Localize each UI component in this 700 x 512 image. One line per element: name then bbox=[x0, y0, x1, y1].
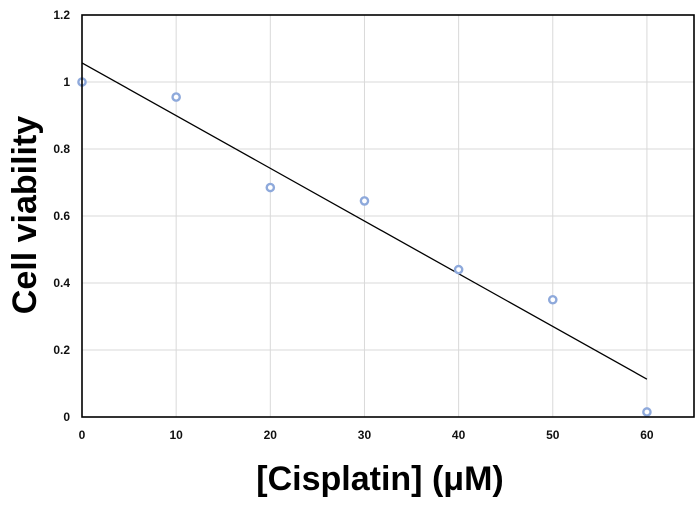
data-point bbox=[359, 196, 370, 206]
x-tick-label: 20 bbox=[264, 428, 278, 442]
x-tick-label: 10 bbox=[169, 428, 183, 442]
data-point bbox=[453, 264, 464, 275]
data-points bbox=[77, 77, 652, 417]
gridlines bbox=[82, 15, 694, 417]
x-tick-label: 40 bbox=[452, 428, 466, 442]
plot-frame bbox=[81, 14, 695, 418]
x-tick-label: 60 bbox=[640, 428, 654, 442]
y-tick-label: 0.2 bbox=[53, 343, 70, 357]
x-tick-label: 30 bbox=[358, 428, 372, 442]
y-tick-label: 0.6 bbox=[53, 209, 70, 223]
y-tick-label: 0 bbox=[63, 410, 70, 424]
data-point bbox=[171, 92, 181, 102]
x-axis-title: [Cisplatin] (μM) bbox=[256, 460, 503, 498]
y-axis-ticks: 0 0.2 0.4 0.6 0.8 1 1.2 bbox=[53, 8, 70, 424]
x-axis-ticks: 0 10 20 30 40 50 60 bbox=[79, 428, 654, 442]
y-tick-label: 1 bbox=[63, 75, 70, 89]
trendline-layer bbox=[81, 62, 648, 380]
x-tick-label: 50 bbox=[546, 428, 560, 442]
linear-trendline bbox=[81, 62, 648, 380]
y-tick-label: 1.2 bbox=[53, 8, 70, 22]
y-tick-label: 0.4 bbox=[53, 276, 70, 290]
x-tick-label: 0 bbox=[79, 428, 86, 442]
data-point bbox=[642, 407, 652, 417]
y-axis-title: Cell viability bbox=[6, 116, 44, 314]
data-point bbox=[547, 294, 558, 305]
data-point bbox=[265, 182, 276, 193]
y-tick-label: 0.8 bbox=[53, 142, 70, 156]
